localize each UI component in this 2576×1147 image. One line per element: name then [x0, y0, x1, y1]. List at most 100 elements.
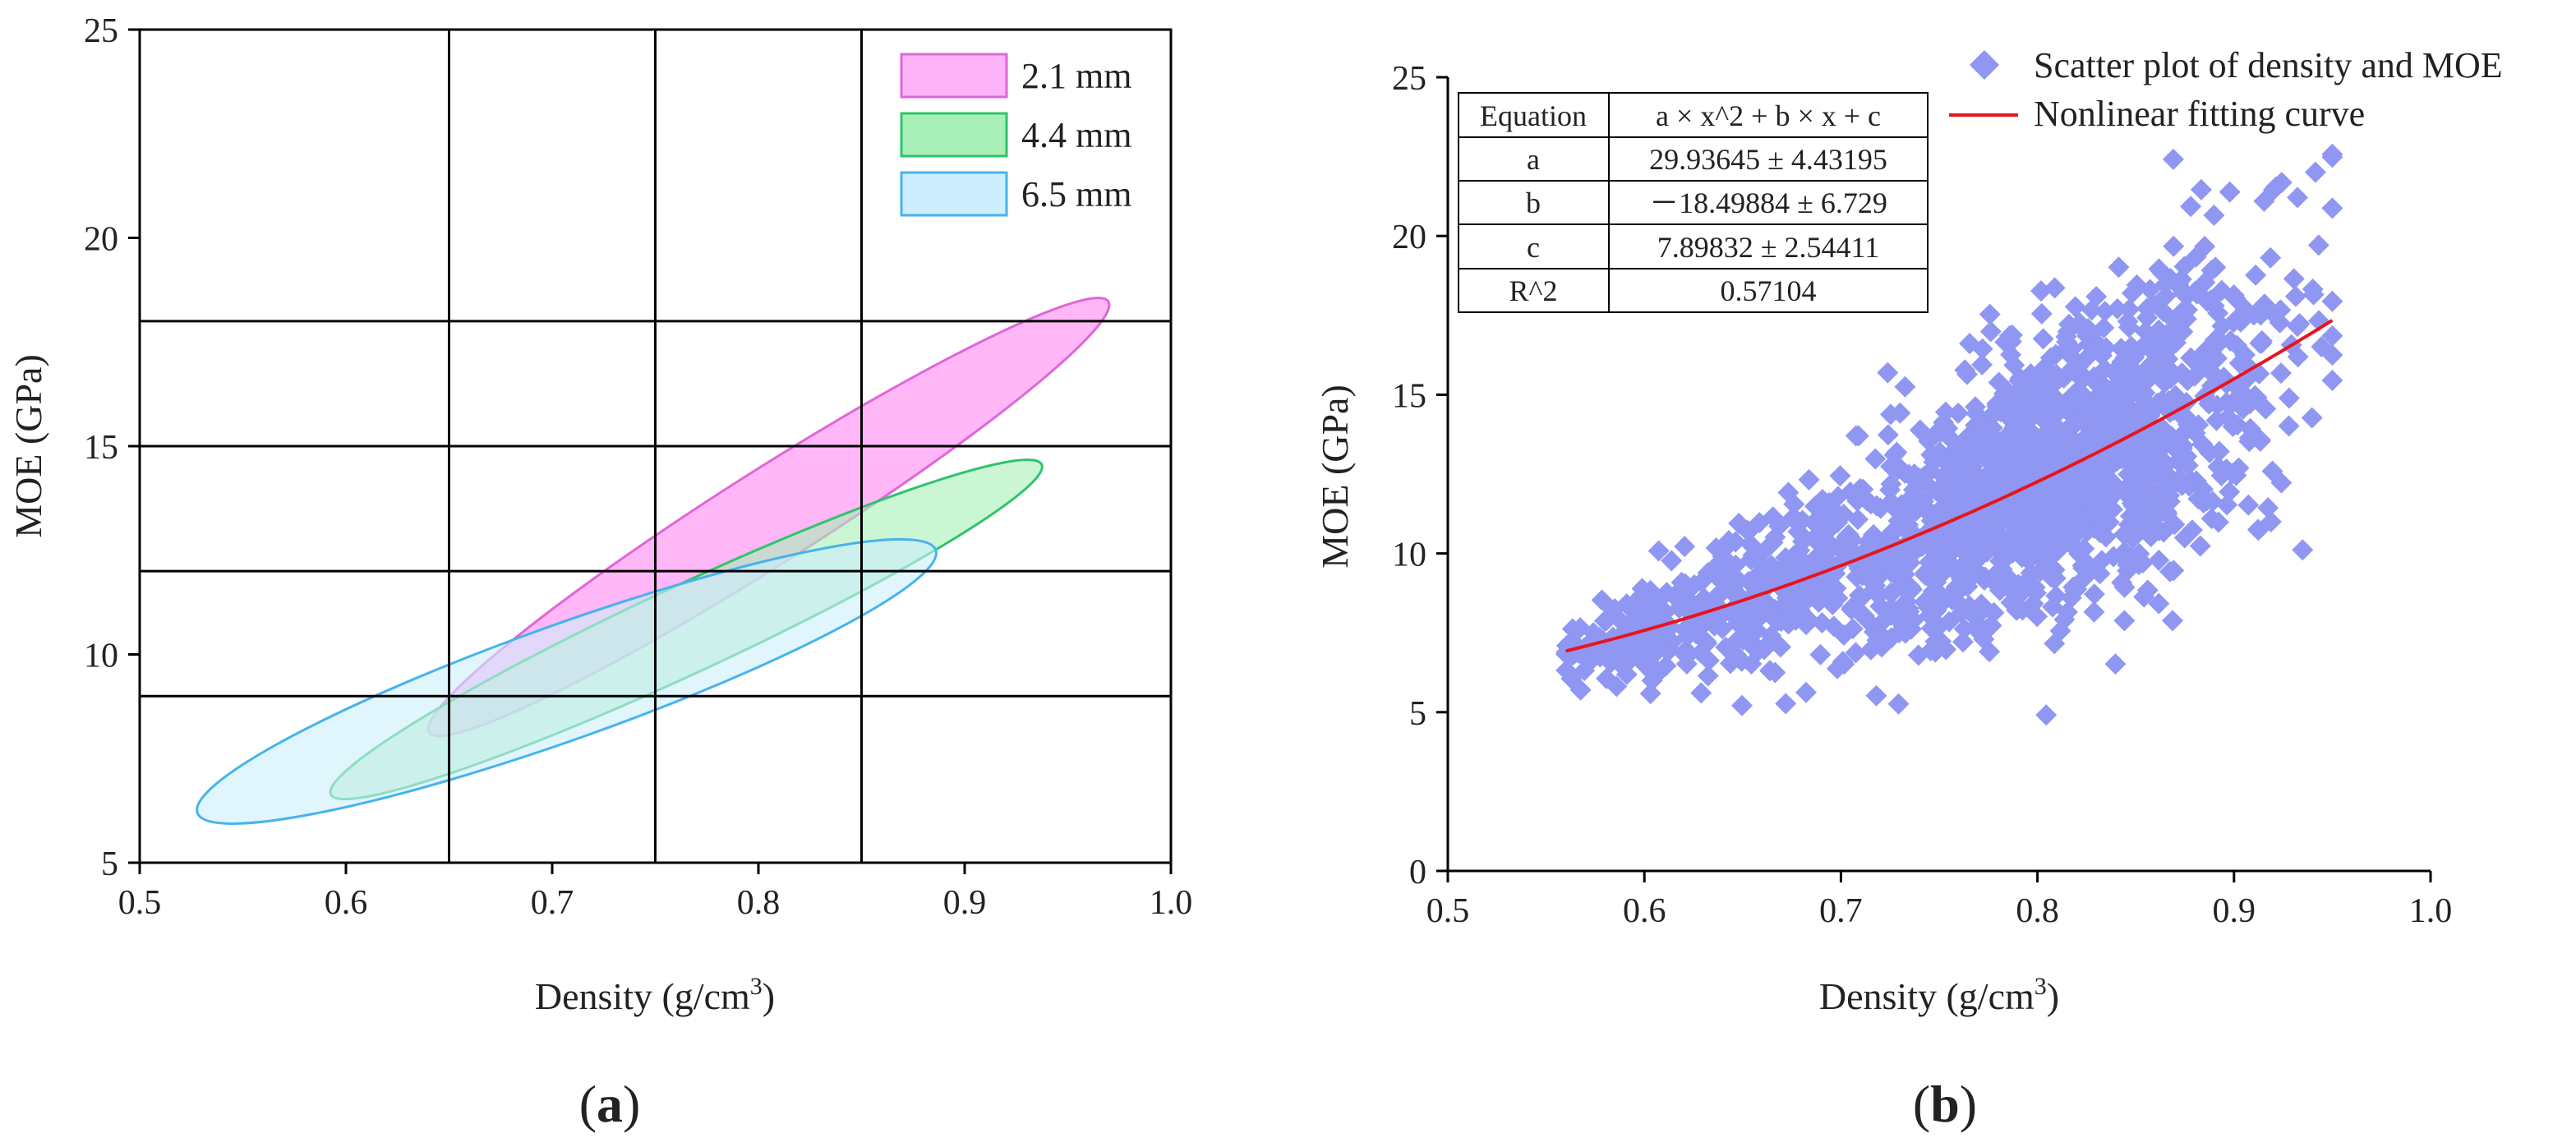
- scatter-point: [2119, 505, 2141, 527]
- scatter-point: [1777, 481, 1800, 504]
- scatter-point: [2148, 258, 2170, 280]
- scatter-point: [2106, 449, 2128, 472]
- scatter-point: [1894, 375, 1916, 398]
- scatter-point: [1795, 681, 1817, 703]
- scatter-point: [1740, 652, 1763, 675]
- scatter-point: [1637, 596, 1659, 618]
- scatter-point: [2136, 579, 2159, 601]
- scatter-point: [1726, 644, 1748, 666]
- scatter-point: [1902, 485, 1924, 507]
- chart-a-x-ticks: 0.5 0.6 0.7 0.8 0.9 1.0: [118, 863, 1192, 922]
- chart-b-x-ticks: 0.5 0.6 0.7 0.8 0.9 1.0: [1426, 871, 2453, 930]
- chart-a-xlabel-sup: 3: [750, 973, 763, 1000]
- scatter-point: [2161, 610, 2183, 632]
- b-x-tick-label-1: 0.6: [1623, 892, 1666, 930]
- scatter-point: [2103, 546, 2125, 568]
- scatter-point: [2085, 285, 2108, 307]
- scatter-point: [2122, 401, 2145, 423]
- scatter-point: [1602, 626, 1624, 648]
- scatter-point: [2039, 393, 2062, 415]
- scatter-point: [1845, 642, 1867, 664]
- scatter-point: [1664, 586, 1686, 608]
- scatter-point: [2211, 315, 2233, 337]
- scatter-point: [1953, 618, 1975, 640]
- scatter-point: [2013, 578, 2035, 600]
- scatter-point: [2260, 246, 2282, 269]
- legend-a-swatch-2: [900, 112, 1008, 158]
- scatter-point: [1918, 430, 1940, 452]
- scatter-point: [2321, 197, 2343, 219]
- scatter-point: [2094, 526, 2117, 548]
- scatter-point: [2099, 385, 2121, 408]
- scatter-point: [2122, 527, 2144, 550]
- b-y-tick-label-4: 20: [1392, 219, 1426, 256]
- scatter-point: [2253, 293, 2275, 316]
- chart-a-ylabel: MOE (GPa): [7, 354, 49, 538]
- a-y-tick-label-1: 10: [84, 638, 118, 675]
- scatter-point: [2173, 527, 2196, 549]
- scatter-point: [2142, 293, 2164, 316]
- chart-b-fit-curve: [1565, 319, 2334, 653]
- chart-b-xlabel-main: Density (g/cm: [1819, 975, 2035, 1017]
- scatter-point: [1971, 439, 1993, 461]
- scatter-point: [1965, 618, 1987, 640]
- panel-label-b-letter: b: [1930, 1075, 1960, 1133]
- a-x-tick-label-3: 0.8: [737, 884, 781, 922]
- scatter-point: [2063, 466, 2085, 488]
- scatter-point: [1809, 643, 1832, 666]
- scatter-point: [1561, 630, 1583, 652]
- chart-a-xlabel: Density (g/cm3): [535, 973, 775, 1017]
- fit-table-cell-r1c1: 29.93645 ± 4.43195: [1649, 143, 1887, 176]
- legend-a-swatch-1: [900, 53, 1008, 99]
- scatter-point: [1764, 661, 1786, 684]
- scatter-point: [2035, 704, 2058, 726]
- scatter-point: [1720, 564, 1742, 586]
- scatter-point: [2137, 493, 2159, 515]
- chart-a-legend: 2.1 mm 4.4 mm 6.5 mm: [900, 53, 1131, 217]
- scatter-point: [1864, 448, 1887, 470]
- scatter-point: [2076, 394, 2098, 417]
- scatter-point: [2163, 235, 2185, 257]
- scatter-point: [2118, 298, 2141, 320]
- a-y-tick-label-0: 5: [101, 845, 118, 883]
- scatter-point: [1670, 571, 1693, 593]
- scatter-point: [2113, 576, 2136, 598]
- scatter-point: [1887, 693, 1910, 715]
- scatter-point: [2226, 414, 2248, 436]
- scatter-point: [2064, 296, 2086, 318]
- a-y-tick-label-4: 25: [84, 12, 118, 50]
- scatter-point: [2148, 549, 2170, 571]
- scatter-point: [2058, 335, 2080, 357]
- scatter-point: [2005, 507, 2027, 529]
- scatter-point: [1857, 530, 1879, 552]
- scatter-point: [1621, 610, 1643, 633]
- scatter-point: [1890, 570, 1912, 592]
- scatter-point: [1950, 574, 1972, 597]
- chart-a-ellipses: [196, 297, 1111, 825]
- scatter-point: [2242, 304, 2265, 326]
- scatter-point: [1569, 679, 1592, 701]
- chart-a-y-ticks: 5 10 15 20 25: [84, 12, 140, 883]
- scatter-point: [2077, 317, 2099, 339]
- scatter-point: [1740, 548, 1762, 570]
- b-x-tick-label-5: 1.0: [2409, 892, 2453, 930]
- scatter-point: [1851, 564, 1873, 587]
- scatter-point: [1798, 468, 1820, 491]
- scatter-point: [2119, 378, 2141, 400]
- legend-a-label-2: 4.4 mm: [1021, 115, 1131, 155]
- scatter-point: [2168, 273, 2190, 295]
- scatter-point: [1829, 465, 1851, 487]
- scatter-point: [1880, 491, 1902, 513]
- scatter-point: [1877, 424, 1899, 446]
- chart-a-xlabel-main: Density (g/cm: [535, 975, 750, 1017]
- legend-b-scatter-label: Scatter plot of density and MOE: [2034, 45, 2503, 85]
- scatter-point: [1979, 303, 2001, 325]
- scatter-point: [2270, 362, 2292, 385]
- scatter-point: [1640, 661, 1662, 683]
- scatter-point: [1883, 444, 1906, 466]
- scatter-point: [2122, 546, 2144, 569]
- scatter-point: [2200, 508, 2223, 530]
- scatter-point: [2140, 512, 2162, 534]
- scatter-point: [2302, 283, 2325, 306]
- scatter-point: [1674, 536, 1696, 558]
